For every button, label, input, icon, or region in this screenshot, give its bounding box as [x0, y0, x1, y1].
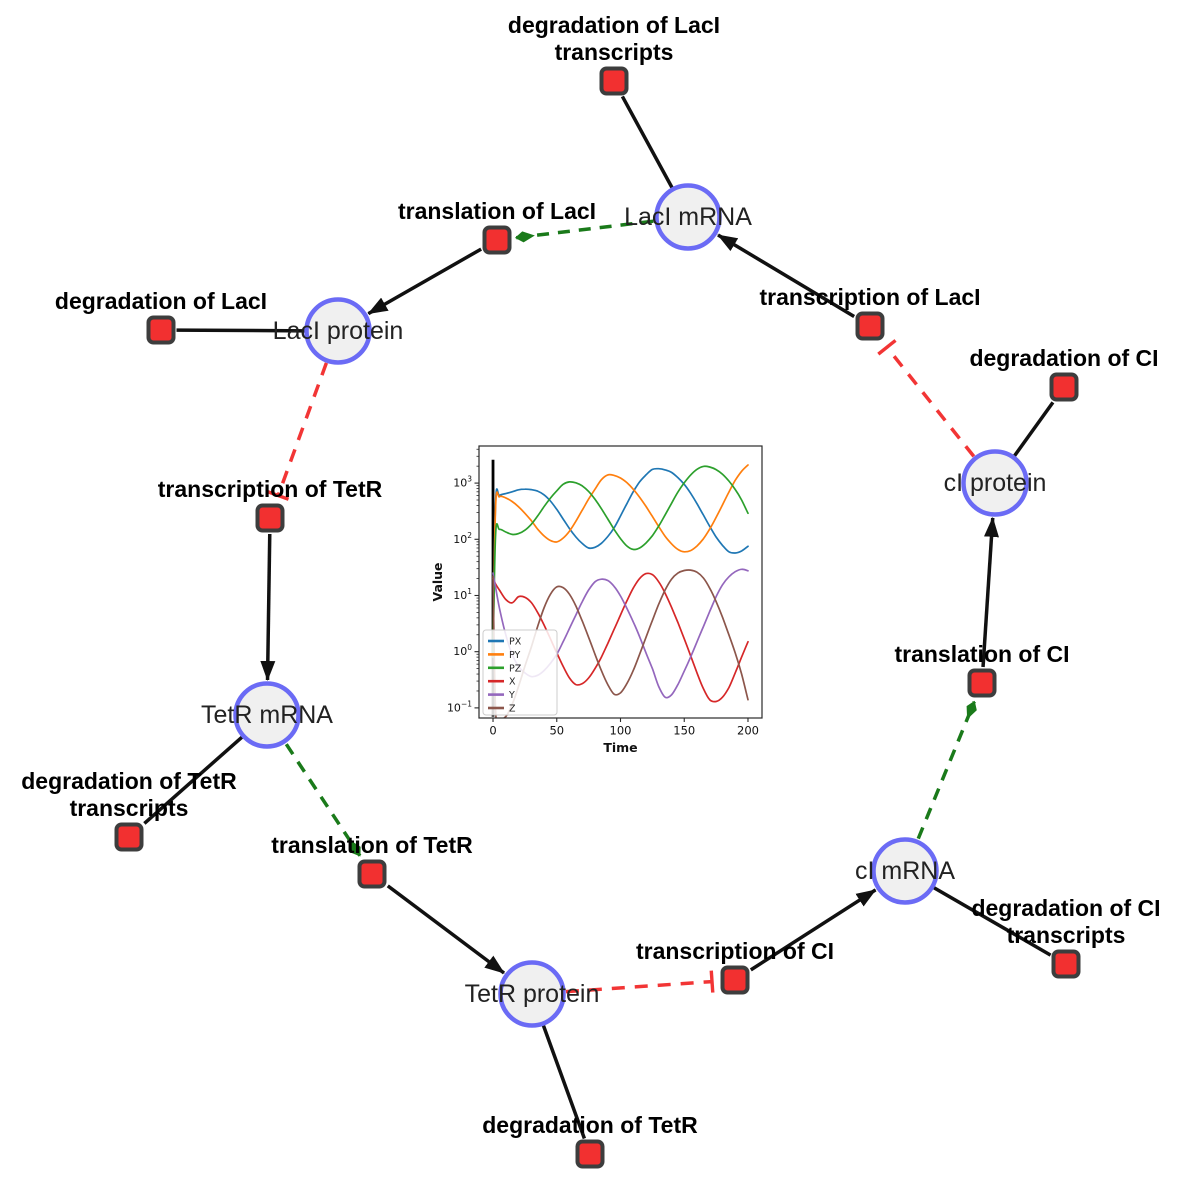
reaction-node-deg_tetr_tx[interactable]	[114, 822, 144, 852]
reaction-label-deg_laci: degradation of LacI	[55, 288, 267, 314]
edge-consumption-laci_mrna-deg_laci_tx[interactable]	[620, 95, 675, 191]
edge-consumption-ci_mrna-deg_ci_tx[interactable]	[930, 884, 1052, 957]
species-label-laci_mrna: LacI mRNA	[624, 203, 752, 231]
y-tick-1e3: 103	[453, 475, 472, 490]
reaction-node-tx_tetr[interactable]	[255, 503, 285, 533]
reaction-node-tx_laci[interactable]	[855, 311, 885, 341]
y-tick-1e0: 100	[453, 643, 472, 658]
species-label-tetr_protein: TetR protein	[465, 980, 600, 1008]
series-PX	[492, 467, 749, 658]
series-X	[492, 572, 749, 703]
reaction-label-tl_ci: translation of CI	[894, 641, 1069, 667]
edge-inhibition-laci_protein-tx_tetr[interactable]	[267, 362, 329, 501]
reaction-label-tx_ci: transcription of CI	[636, 938, 834, 964]
series-PZ	[492, 465, 749, 658]
reaction-node-deg_ci[interactable]	[1049, 372, 1079, 402]
species-node-laci_mrna[interactable]	[654, 183, 722, 251]
reaction-node-deg_laci[interactable]	[146, 315, 176, 345]
legend-entry-Z: Z	[509, 704, 516, 715]
edge-production-tl_tetr-tetr_protein[interactable]	[386, 884, 506, 975]
reaction-label-tl_tetr: translation of TetR	[271, 832, 473, 858]
reaction-node-tl_ci[interactable]	[967, 668, 997, 698]
reaction-node-deg_ci_tx[interactable]	[1051, 949, 1081, 979]
species-label-ci_protein: cI protein	[944, 469, 1047, 497]
y-tick-1e-1: 10−1	[447, 699, 472, 714]
edge-consumption-tetr_mrna-deg_tetr_tx[interactable]	[143, 734, 245, 825]
y-axis-label: Value	[430, 562, 445, 601]
legend-entry-Y: Y	[508, 690, 515, 701]
x-tick-0: 0	[489, 724, 496, 738]
legend-entry-X: X	[509, 677, 516, 688]
edge-consumption-tetr_protein-deg_tetr[interactable]	[540, 1022, 587, 1140]
species-node-laci_protein[interactable]	[304, 297, 372, 365]
simulation-plot: 0 50 100 150 20010−1100101102103TimeValuePXP…	[430, 425, 772, 767]
edge-production-tx_laci-laci_mrna[interactable]	[717, 233, 856, 319]
x-tick-50: 50	[549, 724, 564, 738]
legend-entry-PZ: PZ	[509, 663, 522, 674]
edge-production-tx_tetr-tetr_mrna[interactable]	[260, 533, 276, 682]
plot-legend: PX PY PZ XYZ	[482, 629, 558, 716]
species-node-ci_mrna[interactable]	[871, 837, 939, 905]
reaction-label-deg_ci_tx: degradation of CI transcripts	[971, 895, 1160, 948]
reaction-node-tl_tetr[interactable]	[357, 859, 387, 889]
y-tick-1e1: 101	[453, 587, 472, 602]
species-label-tetr_mrna: TetR mRNA	[201, 701, 333, 729]
x-tick-200: 200	[737, 724, 759, 738]
reaction-label-tx_tetr: transcription of TetR	[158, 476, 383, 502]
reaction-label-deg_tetr: degradation of TetR	[482, 1112, 698, 1138]
x-tick-100: 100	[610, 724, 632, 738]
reaction-node-tx_ci[interactable]	[720, 965, 750, 995]
edge-inhibition-ci_protein-tx_laci[interactable]	[877, 339, 976, 458]
reaction-node-tl_laci[interactable]	[482, 225, 512, 255]
legend-entry-PX: PX	[509, 637, 522, 648]
edge-modifier-laci_mrna-tl_laci[interactable]	[514, 219, 654, 243]
species-label-ci_mrna: cI mRNA	[855, 857, 955, 885]
x-tick-150: 150	[673, 724, 695, 738]
edge-modifier-ci_mrna-tl_ci[interactable]	[916, 700, 977, 840]
series-PY	[492, 464, 749, 658]
edge-inhibition-tetr_protein-tx_ci[interactable]	[565, 970, 715, 994]
legend-entry-PY: PY	[509, 650, 521, 661]
nodes-layer	[114, 66, 1081, 1169]
reaction-node-deg_laci_tx[interactable]	[599, 66, 629, 96]
labels-layer: degradation of LacI transcripts translatio…	[21, 12, 1160, 1138]
reaction-label-deg_tetr_tx: degradation of TetR transcripts	[21, 768, 237, 821]
species-node-tetr_protein[interactable]	[498, 960, 566, 1028]
edge-production-tl_ci-ci_protein[interactable]	[981, 516, 999, 668]
reaction-label-tx_laci: transcription of LacI	[759, 284, 980, 310]
species-node-tetr_mrna[interactable]	[233, 681, 301, 749]
edge-modifier-tetr_mrna-tl_tetr[interactable]	[284, 743, 362, 857]
edge-consumption-ci_protein-deg_ci[interactable]	[1011, 401, 1055, 459]
edge-production-tl_laci-laci_protein[interactable]	[367, 247, 483, 316]
reaction-label-tl_laci: translation of LacI	[398, 198, 596, 224]
edges-layer	[143, 95, 1055, 1140]
edge-consumption-laci_protein-deg_laci[interactable]	[176, 328, 308, 333]
reaction-label-deg_laci_tx: degradation of LacI transcripts	[508, 12, 720, 65]
x-axis-label: Time	[603, 740, 637, 755]
species-node-ci_protein[interactable]	[961, 449, 1029, 517]
reaction-node-deg_tetr[interactable]	[575, 1139, 605, 1169]
reaction-label-deg_ci: degradation of CI	[969, 345, 1158, 371]
species-label-laci_protein: LacI protein	[273, 317, 404, 345]
edge-production-tx_ci-ci_mrna[interactable]	[749, 888, 877, 972]
y-tick-1e2: 102	[453, 531, 472, 546]
